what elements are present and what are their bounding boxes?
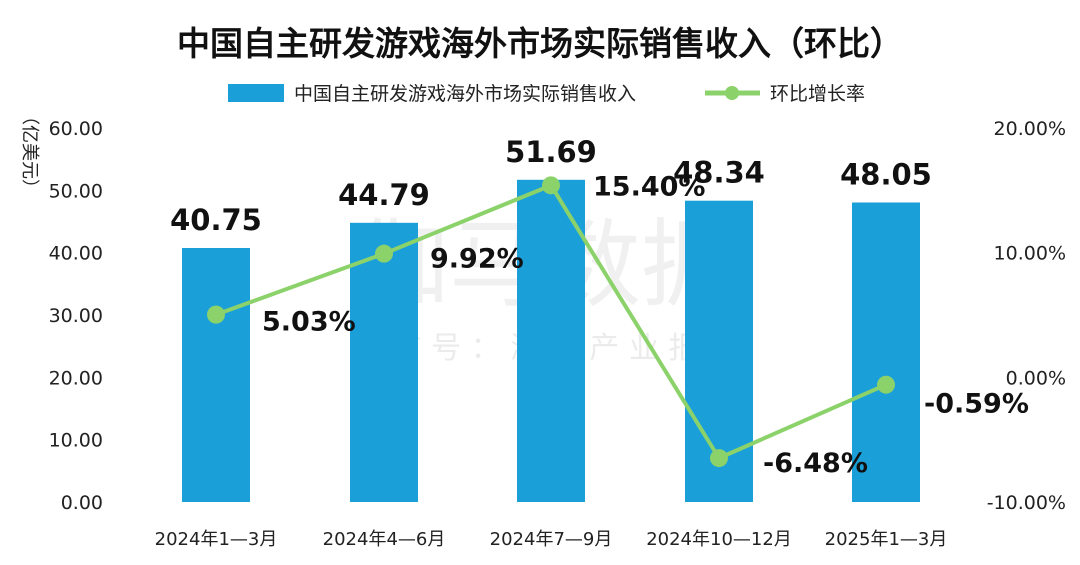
bar-value-label: 51.69 <box>505 135 597 169</box>
growth-value-label: 5.03% <box>262 307 356 338</box>
y-left-tick-label: 40.00 <box>49 243 103 265</box>
y-left-tick-label: 60.00 <box>49 118 103 140</box>
chart-title: 中国自主研发游戏海外市场实际销售收入（环比） <box>177 24 903 63</box>
x-tick-label: 2024年10—12月 <box>646 529 792 550</box>
y-left-tick-label: 50.00 <box>49 180 103 202</box>
y-right-tick-label: 20.00% <box>994 118 1066 140</box>
x-tick-label: 2025年1—3月 <box>825 529 948 550</box>
bar-value-label: 44.79 <box>338 178 430 212</box>
bar <box>852 202 920 502</box>
growth-point <box>375 244 393 263</box>
y-left-tick-label: 30.00 <box>49 305 103 327</box>
growth-value-label: -6.48% <box>763 448 868 479</box>
growth-value-label: 15.40% <box>593 171 705 202</box>
x-tick-label: 2024年7—9月 <box>490 529 613 550</box>
bar-value-label: 48.34 <box>673 156 765 190</box>
y-left-tick-label: 0.00 <box>61 492 103 514</box>
growth-point <box>877 375 895 394</box>
growth-point <box>207 305 225 324</box>
x-tick-label: 2024年4—6月 <box>323 529 446 550</box>
y-right-tick-label: -10.00% <box>987 492 1066 514</box>
legend: 中国自主研发游戏海外市场实际销售收入 环比增长率 <box>228 83 865 105</box>
bar <box>182 247 250 502</box>
x-axis: 2024年1—3月 2024年4—6月 2024年7—9月 2024年10—12月 20… <box>155 529 948 550</box>
growth-point <box>710 449 728 468</box>
y-left-tick-label: 20.00 <box>49 367 103 389</box>
line-labels: 5.03% 9.92% 15.40% -6.48% -0.59% <box>262 171 1029 479</box>
bar <box>517 179 585 502</box>
legend-swatch-bar <box>228 84 284 102</box>
y-axis-left: 0.00 10.00 20.00 30.00 40.00 50.00 60.00 <box>49 118 103 514</box>
bar-value-label: 40.75 <box>170 203 262 237</box>
bar-series <box>182 179 920 502</box>
growth-value-label: 9.92% <box>430 244 524 275</box>
legend-swatch-marker <box>725 86 739 100</box>
bar-value-label: 48.05 <box>840 157 932 191</box>
y-left-tick-label: 10.00 <box>49 430 103 452</box>
line-series <box>207 176 895 468</box>
legend-label-bar: 中国自主研发游戏海外市场实际销售收入 <box>294 83 636 105</box>
bar-labels: 40.75 44.79 51.69 48.34 48.05 <box>170 135 932 237</box>
bar <box>350 222 418 502</box>
x-tick-label: 2024年1—3月 <box>155 529 278 550</box>
y-axis-right: -10.00% 0.00% 10.00% 20.00% <box>987 118 1066 514</box>
legend-label-line: 环比增长率 <box>770 83 865 105</box>
growth-value-label: -0.59% <box>924 389 1029 420</box>
y-axis-unit: （亿美元） <box>19 107 40 197</box>
growth-point <box>542 176 560 195</box>
y-right-tick-label: 10.00% <box>994 243 1066 265</box>
y-right-tick-label: 0.00% <box>1006 367 1066 389</box>
